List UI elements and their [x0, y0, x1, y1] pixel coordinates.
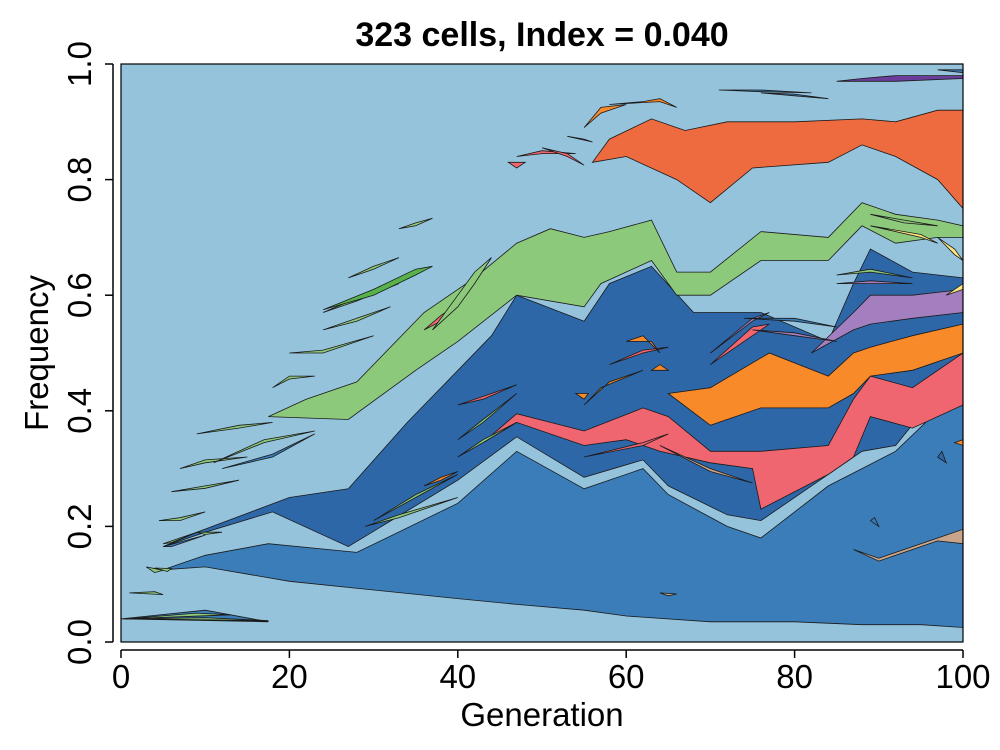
x-tick-label: 40 — [439, 658, 476, 695]
sliver-12 — [196, 422, 273, 435]
sliver-55 — [836, 268, 913, 279]
sliver-33 — [567, 135, 593, 143]
sliver-30 — [506, 161, 527, 169]
sliver-50 — [752, 329, 837, 342]
sliver-37 — [583, 369, 644, 406]
sliver-34 — [583, 104, 627, 128]
y-axis-label: Frequency — [18, 275, 55, 431]
series-layer-6 — [268, 202, 964, 420]
x-axis-label: Generation — [460, 696, 623, 733]
sliver-31 — [516, 150, 576, 157]
sliver-56 — [836, 280, 913, 285]
x-tick-label: 80 — [776, 658, 813, 695]
y-tick-label: 0.4 — [61, 388, 98, 434]
sliver-20 — [348, 257, 400, 279]
sliver-39 — [626, 335, 661, 354]
sliver-1 — [129, 591, 164, 595]
plot-area — [120, 63, 964, 643]
x-tick-label: 20 — [271, 658, 308, 695]
sliver-7 — [196, 531, 223, 535]
sliver-26 — [423, 471, 458, 487]
sliver-14 — [221, 433, 315, 469]
series-layers — [120, 75, 964, 628]
sliver-36 — [609, 346, 669, 365]
sliver-11 — [179, 456, 248, 469]
sliver-38 — [574, 393, 590, 400]
sliver-29 — [457, 384, 517, 406]
sliver-41 — [584, 433, 669, 458]
sliver-17 — [322, 306, 391, 331]
x-axis: 0 20 40 60 80 100 — [112, 649, 991, 695]
sliver-35 — [609, 98, 677, 108]
sliver-15 — [272, 375, 315, 389]
sliver-43 — [659, 592, 677, 597]
minor-clone-slivers — [125, 69, 964, 622]
sliver-40 — [650, 364, 670, 371]
sliver-23 — [432, 257, 492, 331]
sliver-27 — [457, 422, 517, 458]
sliver-25 — [373, 474, 458, 521]
y-tick-label: 0.6 — [61, 272, 98, 318]
sliver-46 — [937, 450, 948, 464]
sliver-48 — [710, 323, 770, 365]
plot-frame — [120, 63, 964, 643]
x-tick-label: 60 — [608, 658, 645, 695]
sliver-52 — [870, 225, 938, 244]
sliver-5 — [158, 511, 206, 521]
y-axis: 0.0 0.2 0.4 0.6 0.8 1.0 — [61, 41, 114, 665]
y-tick-label: 1.0 — [61, 41, 98, 87]
chart-title: 323 cells, Index = 0.040 — [355, 16, 728, 54]
sliver-58 — [760, 92, 829, 100]
sliver-49 — [710, 312, 770, 354]
sliver-21 — [398, 217, 433, 230]
x-tick-label: 0 — [112, 658, 130, 695]
sliver-32 — [541, 147, 585, 166]
sliver-4 — [162, 531, 197, 545]
sliver-3 — [125, 612, 231, 620]
sliver-59 — [718, 89, 812, 94]
sliver-51 — [744, 317, 837, 328]
sliver-42 — [659, 445, 753, 484]
x-tick-label: 100 — [935, 658, 990, 695]
y-tick-label: 0.8 — [61, 157, 98, 203]
sliver-19 — [322, 265, 433, 311]
sliver-45 — [869, 517, 880, 528]
sliver-13 — [213, 430, 315, 464]
sliver-24 — [365, 497, 458, 527]
sliver-8 — [146, 566, 164, 574]
sliver-10 — [171, 479, 239, 493]
y-tick-label: 0.0 — [61, 619, 98, 665]
sliver-2 — [133, 617, 269, 621]
sliver-9 — [162, 534, 206, 547]
sliver-54 — [870, 213, 938, 227]
sliver-28 — [457, 393, 517, 441]
sliver-16 — [289, 335, 374, 354]
y-tick-label: 0.2 — [61, 503, 98, 549]
